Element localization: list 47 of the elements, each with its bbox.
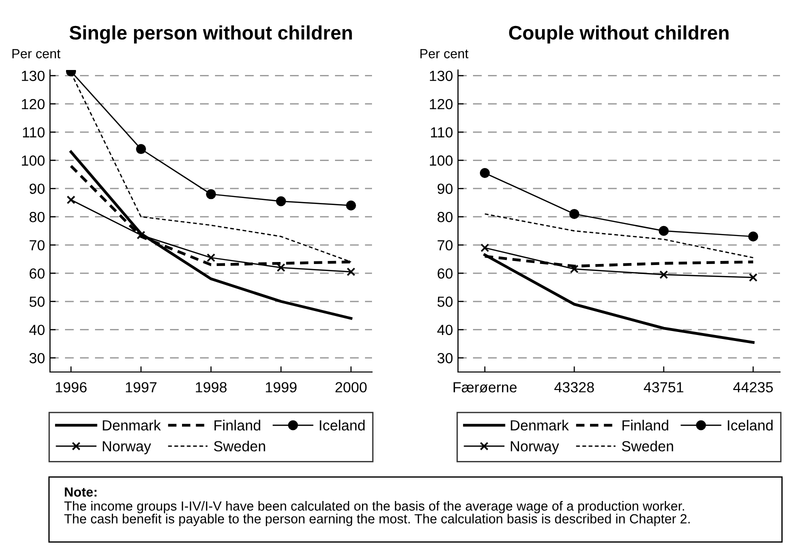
text: Note: — [64, 487, 96, 497]
x-tick-label: 43328 — [554, 382, 594, 392]
x-tick-label: Færøerne — [454, 382, 517, 393]
legend-label: Denmark — [102, 420, 161, 431]
y-tick-label: 110 — [22, 127, 45, 138]
y-tick-label: 30 — [437, 352, 453, 364]
y-tick-label: 100 — [430, 155, 453, 166]
y-tick-label: 110 — [430, 127, 453, 138]
x-tick-label: 2000 — [336, 382, 367, 392]
legend-label: Norway — [102, 441, 152, 454]
x-tick-label: 1998 — [196, 382, 227, 392]
y-tick-label: 130 — [22, 70, 45, 82]
y-tick-label: 80 — [438, 212, 453, 222]
chart-title: Single person without children — [70, 25, 352, 44]
legend-label: Norway — [510, 441, 560, 454]
legend-label: Iceland — [728, 420, 773, 431]
legend-label: Denmark — [510, 420, 569, 431]
legend-label: Finland — [622, 420, 668, 431]
y-tick-label: 50 — [30, 296, 45, 307]
y-tick-label: 30 — [29, 352, 45, 364]
y-tick-label: 70 — [438, 240, 453, 250]
y-tick-label: 70 — [30, 240, 45, 250]
y-tick-label: 60 — [30, 268, 45, 279]
y-axis-title: Per cent — [420, 49, 468, 58]
legend-label: Finland — [214, 420, 260, 431]
y-tick-label: 90 — [30, 184, 45, 194]
text: The income groups I-IV/I-V have been calculated on the basis of the average wage of a production worker. The cash benefit is payable to the person earning the most. The calculation basis is described in Chapter 2. — [64, 501, 690, 526]
x-tick-label: 44235 — [733, 382, 773, 392]
chart-title: Couple without children — [509, 25, 729, 44]
x-tick-label: 1997 — [126, 382, 156, 392]
x-tick-label: 43751 — [644, 382, 684, 392]
y-axis-title: Per cent — [12, 49, 60, 58]
y-tick-label: 80 — [30, 212, 45, 222]
y-tick-label: 130 — [430, 70, 453, 82]
y-tick-label: 40 — [437, 324, 453, 336]
legend-label: Iceland — [320, 420, 365, 431]
y-tick-label: 100 — [22, 155, 45, 166]
y-tick-label: 40 — [29, 324, 45, 336]
y-tick-label: 60 — [438, 268, 453, 279]
y-tick-label: 90 — [438, 184, 453, 194]
legend-label: Sweden — [622, 440, 674, 452]
x-tick-label: 1999 — [266, 382, 297, 392]
y-tick-label: 120 — [430, 98, 453, 110]
legend-label: Sweden — [214, 440, 266, 452]
y-tick-label: 120 — [22, 98, 45, 110]
y-tick-label: 50 — [438, 296, 453, 307]
x-tick-label: 1996 — [56, 382, 87, 392]
